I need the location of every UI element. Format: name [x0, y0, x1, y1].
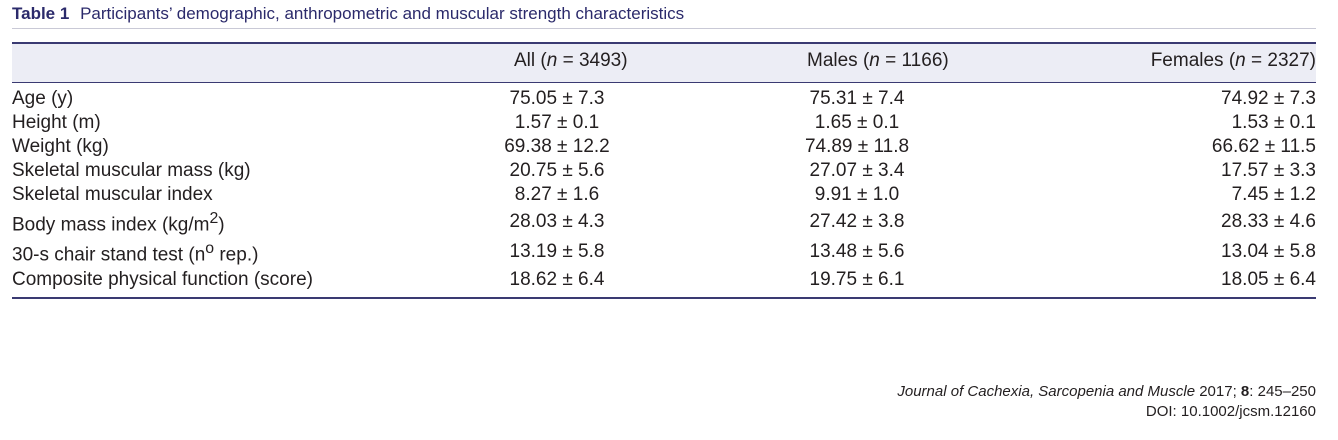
table-row: Body mass index (kg/m2) 28.03 ± 4.3 27.4…	[12, 207, 1316, 237]
column-header-males: Males (n = 1166)	[807, 50, 949, 71]
cell-males: 74.89 ± 11.8	[804, 136, 910, 157]
row-label: 30-s chair stand test (no rep.)	[12, 240, 259, 266]
table-row: Height (m) 1.57 ± 0.1 1.65 ± 0.1 1.53 ± …	[12, 111, 1316, 135]
cell-all: 69.38 ± 12.2	[504, 136, 610, 157]
cell-males: 75.31 ± 7.4	[809, 88, 905, 109]
cell-males: 19.75 ± 6.1	[809, 268, 905, 290]
column-header-females: Females (n = 2327)	[1150, 50, 1316, 71]
cell-females: 13.04 ± 5.8	[1221, 241, 1316, 263]
cell-males: 27.42 ± 3.8	[809, 211, 905, 233]
table-header-rule	[12, 82, 1316, 83]
row-label: Composite physical function (score)	[12, 268, 313, 290]
cell-males: 27.07 ± 3.4	[809, 160, 905, 181]
row-label: Skeletal muscular mass (kg)	[12, 160, 251, 181]
cell-all: 1.57 ± 0.1	[514, 112, 600, 133]
table-caption: Table 1 Participants’ demographic, anthr…	[12, 4, 1316, 24]
cell-males: 13.48 ± 5.6	[809, 241, 905, 263]
table-row: Skeletal muscular index 8.27 ± 1.6 9.91 …	[12, 183, 1316, 207]
row-label: Skeletal muscular index	[12, 184, 213, 205]
journal-citation: Journal of Cachexia, Sarcopenia and Musc…	[897, 383, 1316, 400]
table-label: Table 1	[12, 4, 70, 23]
row-label: Height (m)	[12, 112, 101, 133]
table-bottom-rule	[12, 297, 1316, 299]
cell-females: 74.92 ± 7.3	[1221, 88, 1316, 109]
cell-females: 1.53 ± 0.1	[1231, 112, 1316, 133]
row-label: Weight (kg)	[12, 136, 109, 157]
cell-all: 28.03 ± 4.3	[509, 211, 605, 233]
table-row: Skeletal muscular mass (kg) 20.75 ± 5.6 …	[12, 159, 1316, 183]
table-header-band	[12, 44, 1316, 82]
cell-all: 75.05 ± 7.3	[509, 88, 605, 109]
table-row: Weight (kg) 69.38 ± 12.2 74.89 ± 11.8 66…	[12, 135, 1316, 159]
row-label: Body mass index (kg/m2)	[12, 210, 225, 236]
table-title: Participants’ demographic, anthropometri…	[80, 4, 685, 23]
caption-divider	[12, 28, 1316, 29]
doi-text: DOI: 10.1002/jcsm.12160	[1145, 403, 1316, 420]
table-row: Age (y) 75.05 ± 7.3 75.31 ± 7.4 74.92 ± …	[12, 87, 1316, 111]
cell-all: 20.75 ± 5.6	[509, 160, 605, 181]
page-footer: Journal of Cachexia, Sarcopenia and Musc…	[897, 382, 1316, 422]
row-label: Age (y)	[12, 88, 74, 109]
column-header-all: All (n = 3493)	[514, 50, 628, 71]
cell-females: 66.62 ± 11.5	[1211, 136, 1316, 157]
cell-females: 7.45 ± 1.2	[1231, 184, 1316, 205]
table-row: 30-s chair stand test (no rep.) 13.19 ± …	[12, 237, 1316, 267]
cell-all: 8.27 ± 1.6	[514, 184, 600, 205]
cell-all: 13.19 ± 5.8	[509, 241, 605, 263]
cell-females: 28.33 ± 4.6	[1221, 211, 1316, 233]
table-row: Composite physical function (score) 18.6…	[12, 268, 1316, 292]
table-top-rule	[12, 42, 1316, 44]
characteristics-table: Age (y) 75.05 ± 7.3 75.31 ± 7.4 74.92 ± …	[12, 87, 1316, 292]
cell-females: 18.05 ± 6.4	[1221, 268, 1316, 290]
cell-all: 18.62 ± 6.4	[509, 268, 605, 290]
cell-males: 9.91 ± 1.0	[814, 184, 900, 205]
cell-males: 1.65 ± 0.1	[814, 112, 900, 133]
cell-females: 17.57 ± 3.3	[1221, 160, 1316, 181]
